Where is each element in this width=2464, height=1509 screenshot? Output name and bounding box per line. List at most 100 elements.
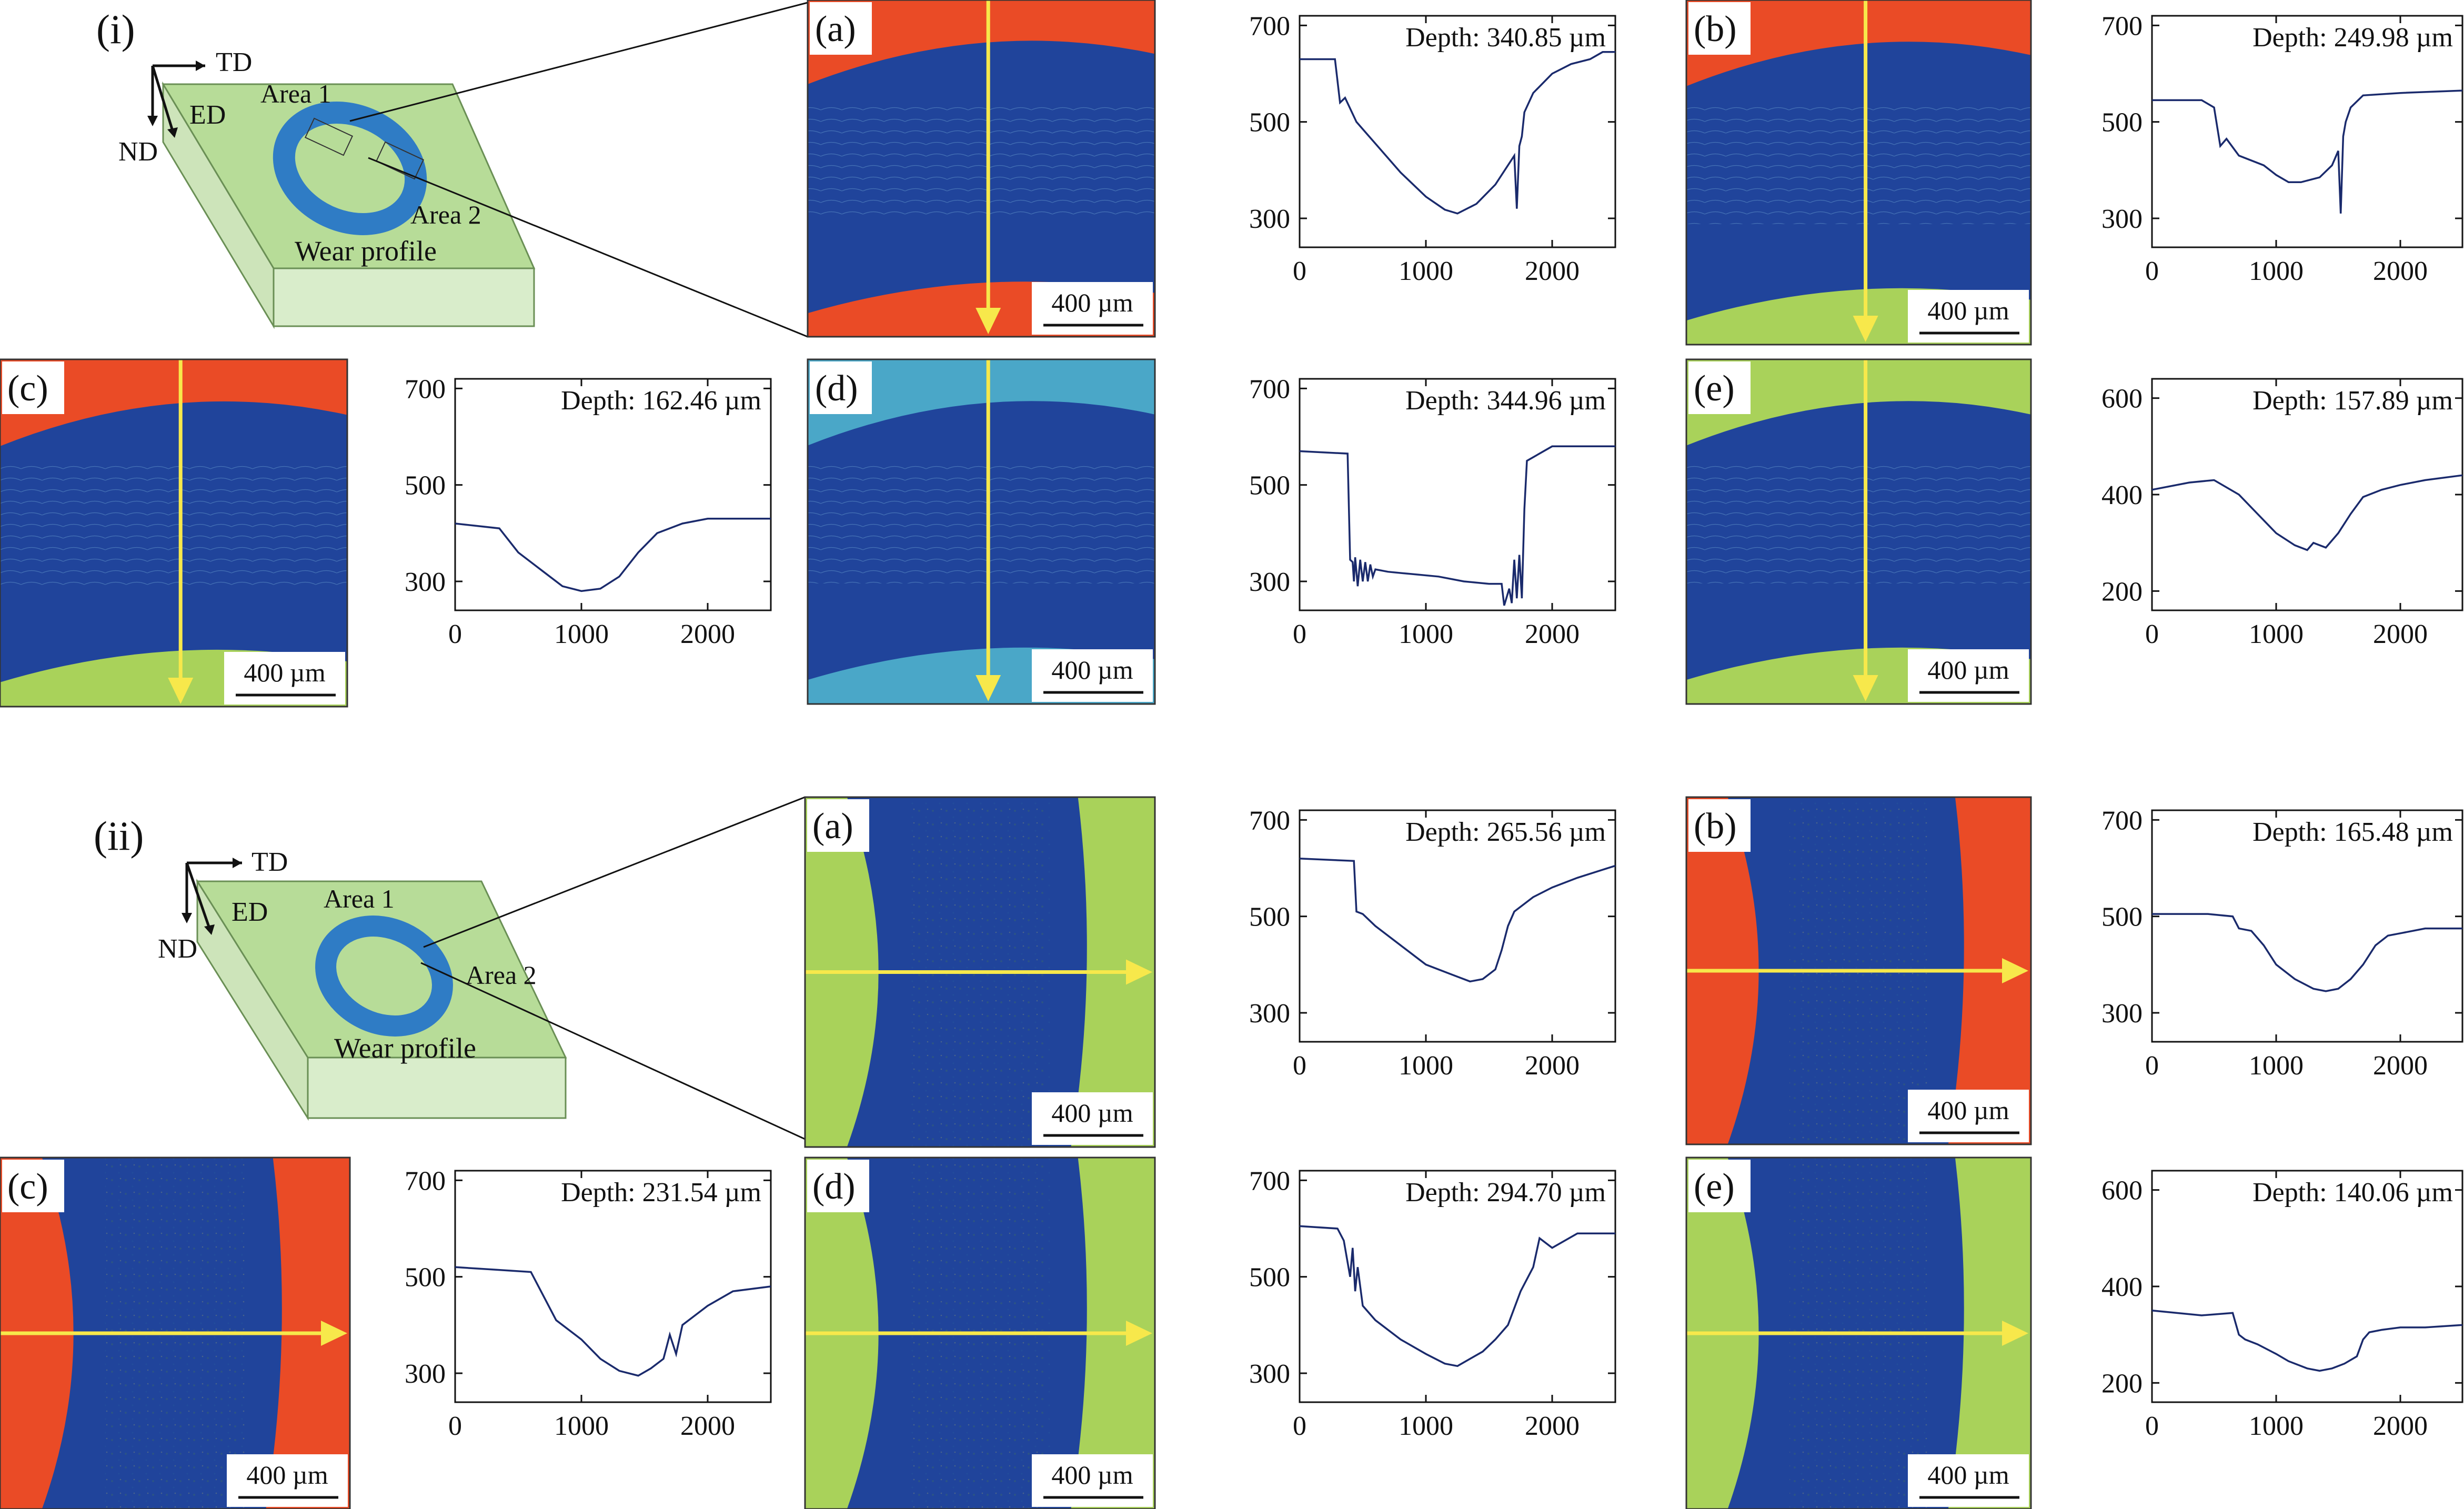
panel-letter: (b) bbox=[1694, 9, 1737, 49]
profile-arrowhead bbox=[1853, 316, 1878, 342]
profile-arrowhead bbox=[975, 308, 1001, 334]
y-tick-label: 500 bbox=[1249, 1263, 1290, 1293]
y-tick-label: 200 bbox=[2101, 1369, 2143, 1399]
x-tick-label: 0 bbox=[2145, 256, 2159, 286]
scale-bar-label: 400 µm bbox=[1927, 1460, 2009, 1490]
depth-annotation: Depth: 249.98 µm bbox=[2252, 23, 2453, 53]
plot-frame bbox=[1299, 809, 1616, 1043]
micrograph-ii-d: (d) 400 µm bbox=[804, 1156, 1156, 1509]
profile-arrowhead bbox=[1126, 1321, 1152, 1346]
x-tick-label: 2000 bbox=[1525, 256, 1580, 286]
section-label-i: (i) bbox=[96, 6, 135, 52]
plate-side-ii bbox=[307, 1057, 567, 1119]
panel-letter-box bbox=[2, 1160, 64, 1212]
x-tick-label: 1000 bbox=[554, 619, 609, 649]
axis-nd-label: ND bbox=[118, 137, 158, 167]
panel-letter: (a) bbox=[812, 806, 853, 847]
y-tick-label: 300 bbox=[405, 1359, 446, 1389]
depth-annotation: Depth: 157.89 µm bbox=[2252, 386, 2453, 416]
y-tick-label: 500 bbox=[405, 1263, 446, 1293]
panel-letter: (a) bbox=[815, 9, 856, 49]
area1-label-ii: Area 1 bbox=[324, 884, 395, 913]
axis-ed-label-ii: ED bbox=[232, 897, 268, 927]
scratch-texture bbox=[1686, 462, 2031, 584]
depth-annotation: Depth: 231.54 µm bbox=[561, 1178, 761, 1208]
micrograph-i-d: (d) 400 µm bbox=[807, 358, 1156, 705]
x-tick-label: 2000 bbox=[2373, 619, 2428, 649]
depth-profile-line bbox=[455, 518, 771, 592]
wear-profile-label-ii: Wear profile bbox=[334, 1032, 476, 1064]
depth-profile-line bbox=[2152, 89, 2463, 214]
y-tick-label: 500 bbox=[2101, 902, 2143, 932]
scale-bar-label: 400 µm bbox=[1051, 288, 1133, 317]
y-tick-label: 700 bbox=[405, 1166, 446, 1196]
panel-letter-box bbox=[807, 799, 869, 852]
profile-arrowhead bbox=[168, 678, 194, 704]
micrograph-ii-b: (b) 400 µm bbox=[1685, 796, 2032, 1145]
panel-letter: (d) bbox=[812, 1166, 856, 1207]
depth-annotation: Depth: 344.96 µm bbox=[1405, 386, 1606, 416]
y-tick-label: 300 bbox=[405, 567, 446, 597]
panel-letter: (c) bbox=[7, 1166, 48, 1207]
depth-annotation: Depth: 162.46 µm bbox=[561, 386, 761, 416]
x-tick-label: 1000 bbox=[1399, 619, 1453, 649]
x-tick-label: 0 bbox=[1293, 619, 1306, 649]
micrograph-i-c: (c) 400 µm bbox=[0, 358, 348, 708]
wear-profile-label: Wear profile bbox=[295, 235, 437, 267]
axis-ed-label: ED bbox=[189, 100, 226, 130]
plate-edge-ii bbox=[196, 878, 309, 1121]
y-tick-label: 700 bbox=[405, 374, 446, 404]
schematic-ii: (ii) TD ED ND Area 1 Area 2 Wear profile bbox=[94, 796, 806, 1140]
scale-bar-label: 400 µm bbox=[244, 658, 325, 687]
micrograph-i-b: (b) 400 µm bbox=[1685, 0, 2032, 346]
depth-annotation: Depth: 165.48 µm bbox=[2252, 817, 2453, 847]
chart-ii-a: 0 1000 2000 300 500 700 Depth: 265.56 µm bbox=[1249, 806, 1616, 1081]
micrograph-ii-a: (a) 400 µm bbox=[804, 796, 1156, 1148]
unworn-region-top bbox=[1686, 0, 2031, 86]
plate-edge-i bbox=[162, 81, 275, 329]
chart-i-e: 0 1000 2000 200 400 600 Depth: 157.89 µm bbox=[2101, 378, 2463, 649]
scale-bar-label: 400 µm bbox=[1051, 1098, 1133, 1128]
panel-letter: (d) bbox=[815, 368, 858, 409]
scale-bar-label: 400 µm bbox=[1927, 1095, 2009, 1125]
area1-box bbox=[304, 117, 354, 156]
y-tick-label: 700 bbox=[1249, 806, 1290, 836]
x-tick-label: 0 bbox=[1293, 1051, 1306, 1081]
y-tick-label: 700 bbox=[1249, 374, 1290, 404]
chart-ii-b: 0 1000 2000 300 500 700 Depth: 165.48 µm bbox=[2101, 806, 2463, 1081]
y-tick-label: 300 bbox=[1249, 567, 1290, 597]
x-tick-label: 2000 bbox=[2373, 1411, 2428, 1441]
y-tick-label: 500 bbox=[1249, 108, 1290, 138]
wear-ring-ii bbox=[315, 916, 453, 1037]
scratch-texture bbox=[1686, 103, 2031, 224]
y-tick-label: 200 bbox=[2101, 577, 2143, 607]
y-tick-label: 300 bbox=[2101, 204, 2143, 234]
plot-frame bbox=[2151, 378, 2463, 611]
y-tick-label: 400 bbox=[2101, 480, 2143, 510]
x-tick-label: 0 bbox=[448, 619, 462, 649]
panel-letter: (e) bbox=[1694, 1166, 1735, 1207]
depth-profile-line bbox=[1300, 51, 1615, 215]
area1-label: Area 1 bbox=[260, 79, 331, 108]
callout-line-bottom-i bbox=[368, 157, 808, 338]
depth-annotation: Depth: 140.06 µm bbox=[2252, 1178, 2453, 1208]
micrograph-i-a: (a) 400 µm bbox=[807, 0, 1156, 338]
x-tick-label: 2000 bbox=[680, 1411, 735, 1441]
panel-letter-box bbox=[810, 361, 872, 414]
x-tick-label: 1000 bbox=[1399, 1411, 1453, 1441]
y-tick-label: 600 bbox=[2101, 1176, 2143, 1206]
depth-annotation: Depth: 265.56 µm bbox=[1405, 817, 1606, 847]
micrographs: (a) 400 µm (b) 400 µm (c) 400 µm (d) 400 µm (e) 4… bbox=[0, 0, 2032, 1509]
plot-frame bbox=[1299, 15, 1616, 248]
scale-bar-label: 400 µm bbox=[1927, 296, 2009, 325]
x-tick-label: 1000 bbox=[2249, 256, 2304, 286]
callout-line-bottom-ii bbox=[420, 962, 806, 1140]
micrograph-ii-c: (c) 400 µm bbox=[0, 1156, 351, 1509]
chart-i-c: 0 1000 2000 300 500 700 Depth: 162.46 µm bbox=[405, 374, 772, 649]
x-tick-label: 2000 bbox=[1525, 1411, 1580, 1441]
callout-line-top-i bbox=[349, 2, 808, 122]
x-tick-label: 2000 bbox=[680, 619, 735, 649]
y-tick-label: 300 bbox=[1249, 204, 1290, 234]
